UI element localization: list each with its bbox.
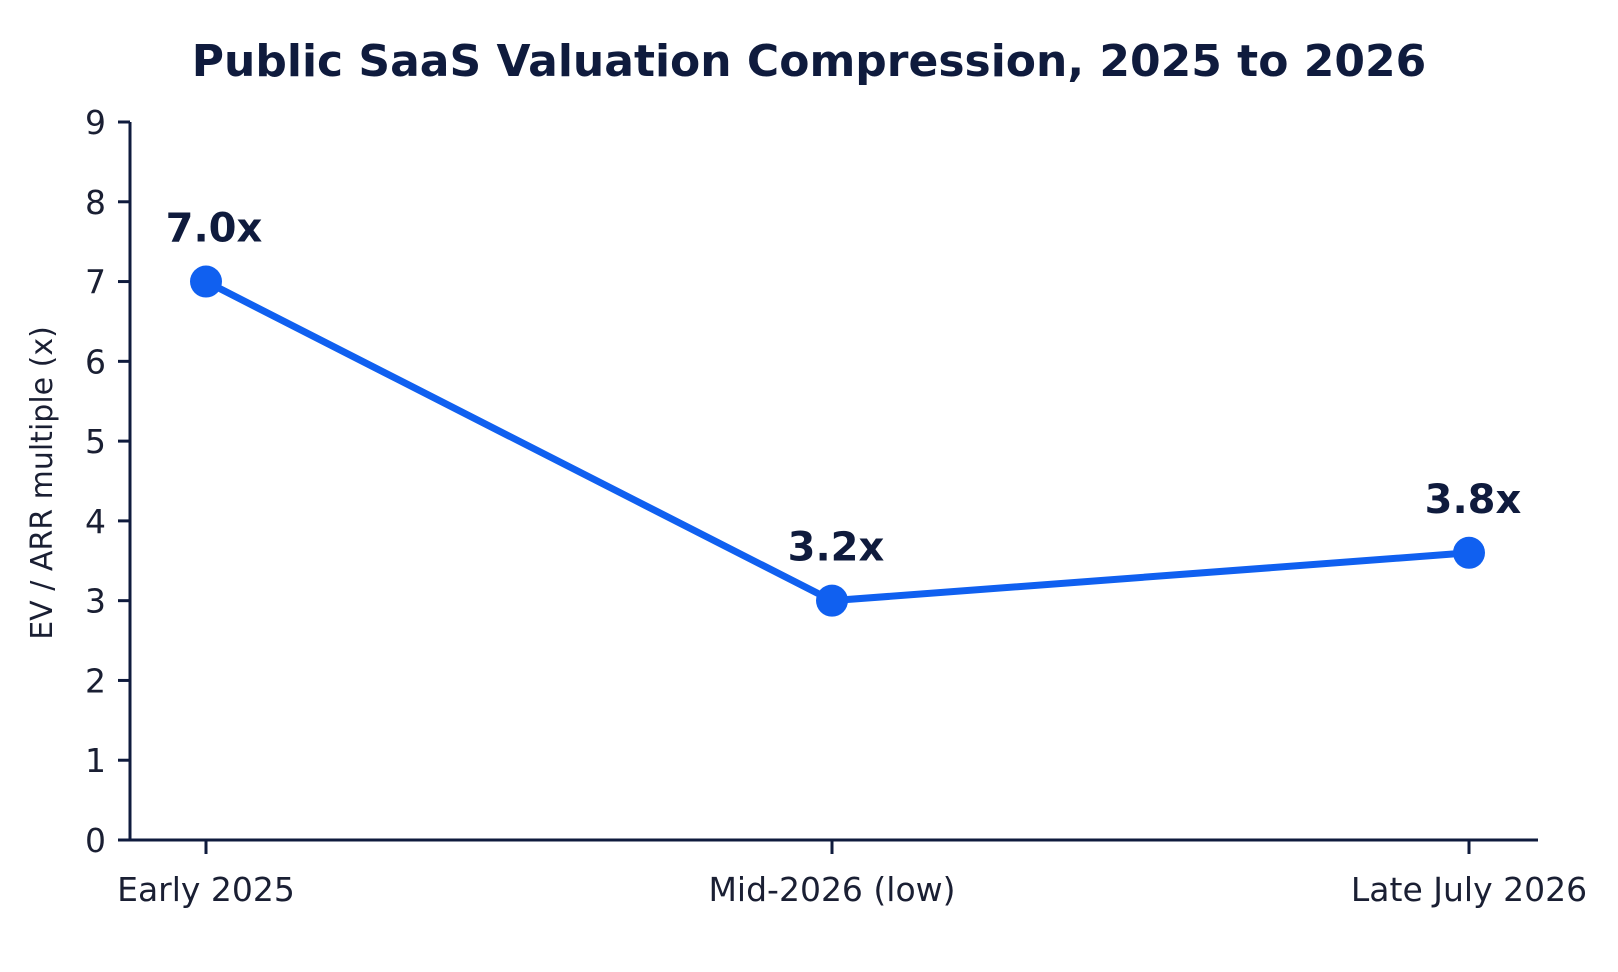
y-tick-label: 5 bbox=[85, 422, 106, 461]
y-tick-label: 7 bbox=[85, 263, 106, 302]
y-axis-ticks: 0 1 2 3 4 5 6 7 8 9 bbox=[85, 103, 130, 860]
series-layer: 7.0x 3.2x 3.8x bbox=[166, 206, 1522, 617]
x-axis-ticks: Early 2025 Mid-2026 (low) Late July 2026 bbox=[117, 840, 1587, 909]
data-point bbox=[816, 584, 848, 617]
x-tick-label: Late July 2026 bbox=[1351, 870, 1587, 909]
y-tick-label: 2 bbox=[85, 661, 106, 700]
y-tick-label: 8 bbox=[85, 183, 106, 222]
data-point bbox=[1453, 536, 1485, 569]
x-tick-label: Mid-2026 (low) bbox=[708, 870, 955, 909]
chart-title: Public SaaS Valuation Compression, 2025 … bbox=[192, 36, 1426, 87]
y-axis-title: EV / ARR multiple (x) bbox=[25, 326, 60, 640]
y-tick-label: 4 bbox=[85, 502, 106, 541]
y-tick-label: 0 bbox=[85, 821, 106, 860]
data-point bbox=[190, 265, 222, 298]
y-tick-label: 1 bbox=[85, 741, 106, 780]
data-label: 3.2x bbox=[788, 525, 885, 571]
y-tick-label: 6 bbox=[85, 342, 106, 381]
data-label: 7.0x bbox=[166, 206, 263, 252]
y-tick-label: 9 bbox=[85, 103, 106, 142]
y-tick-label: 3 bbox=[85, 582, 106, 621]
data-label: 3.8x bbox=[1425, 477, 1522, 523]
x-tick-label: Early 2025 bbox=[117, 870, 295, 909]
